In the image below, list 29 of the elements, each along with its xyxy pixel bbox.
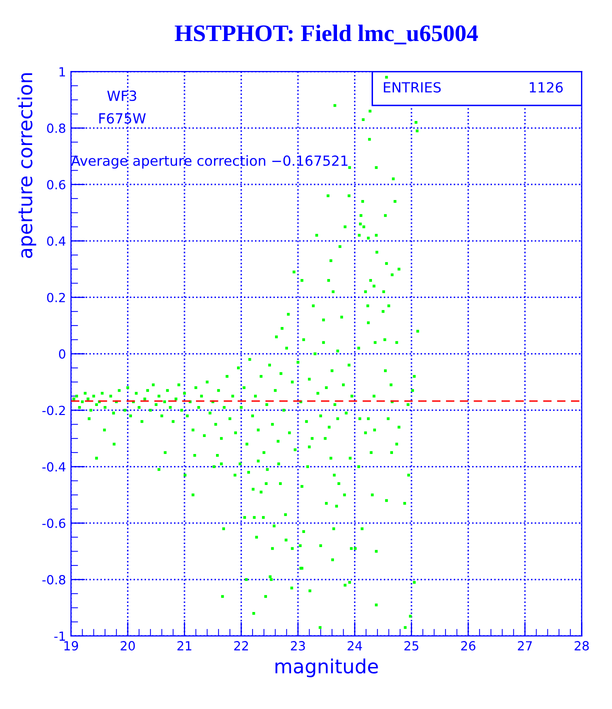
y-tick-label: -1 (54, 632, 65, 641)
x-tick-label: 23 (290, 641, 305, 651)
y-tick-label: 0.6 (47, 180, 66, 190)
x-tick-label: 25 (404, 641, 418, 651)
x-tick-label: 27 (518, 641, 532, 650)
annotation: Average aperture correction −0.167521 (71, 155, 348, 169)
chart-title: HSTPHOT: Field lmc_u65004 (174, 24, 478, 44)
annotation: 1126 (530, 82, 563, 93)
y-tick-label: 0.4 (47, 236, 66, 246)
y-tick-label: -0.2 (42, 406, 65, 416)
x-tick-label: 21 (177, 641, 192, 650)
x-tick-label: 19 (64, 641, 78, 651)
annotation: WF3 (107, 90, 136, 102)
y-tick-label: -0.4 (42, 462, 66, 472)
x-tick-label: 22 (234, 641, 248, 650)
y-tick-label: 0.2 (47, 292, 65, 302)
x-tick-label: 24 (348, 641, 362, 650)
y-axis-title: aperture correction (17, 73, 36, 258)
y-tick-label: 0.8 (47, 124, 66, 133)
y-tick-label: -0.6 (42, 518, 66, 528)
y-tick-label: 0 (59, 349, 66, 359)
y-tick-label: -0.8 (42, 575, 66, 584)
x-tick-label: 26 (461, 641, 476, 651)
y-tick-label: 1 (60, 67, 65, 76)
x-axis-title: magnitude (276, 658, 378, 678)
annotation: ENTRIES (384, 82, 441, 93)
annotation: F675W (99, 113, 146, 124)
x-tick-label: 20 (120, 641, 135, 651)
x-tick-label: 28 (574, 641, 589, 651)
